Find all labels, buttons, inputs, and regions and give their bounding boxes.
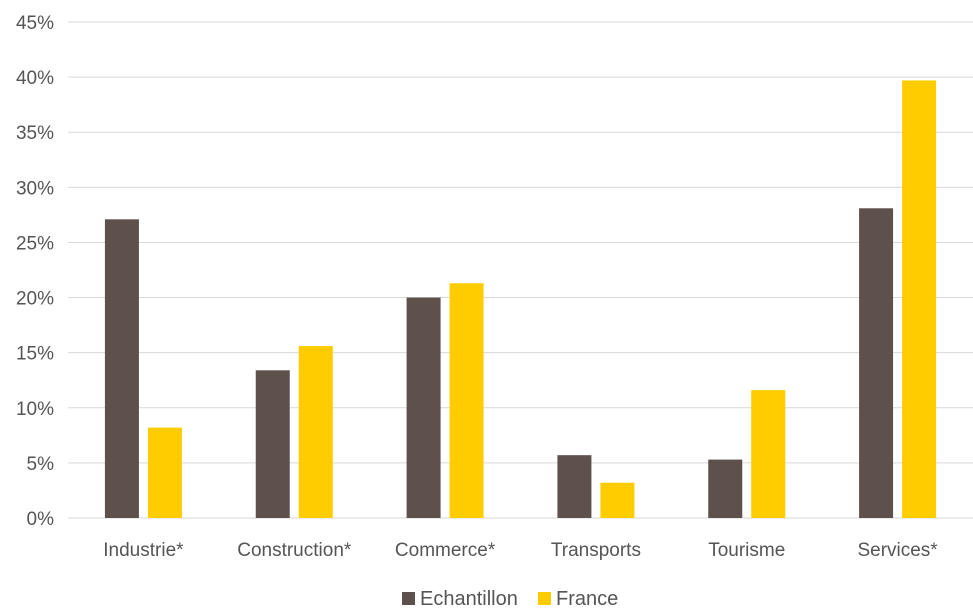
x-category-label: Services*: [857, 540, 938, 561]
y-tick-label: 25%: [16, 233, 54, 254]
bar-echantillon-1: [255, 370, 290, 518]
y-tick-label: 30%: [16, 178, 54, 199]
y-axis: 0% 5% 10% 15% 20% 25% 30% 35% 40% 45%: [16, 13, 54, 530]
y-tick-label: 20%: [16, 289, 54, 310]
legend-swatch-echantillon: [402, 592, 415, 605]
x-axis: Industrie* Construction* Commerce* Transpor…: [103, 540, 938, 561]
x-category-label: Tourisme: [708, 540, 785, 561]
x-category-label: Commerce*: [395, 540, 496, 561]
bar-echantillon-0: [104, 219, 139, 518]
legend-label-echantillon: Echantillon: [420, 588, 518, 609]
gridlines: [68, 21, 973, 519]
bar-france-1: [298, 346, 333, 518]
legend-label-france: France: [556, 588, 618, 609]
x-category-label: Transports: [551, 540, 641, 561]
bar-france-5: [902, 80, 937, 518]
legend: Echantillon France: [402, 588, 618, 609]
x-category-label: Industrie*: [103, 540, 184, 561]
y-tick-label: 15%: [16, 344, 54, 365]
bars: [104, 80, 937, 518]
y-tick-label: 45%: [16, 13, 54, 34]
bar-france-0: [147, 427, 182, 518]
y-tick-label: 35%: [16, 123, 54, 144]
y-tick-label: 5%: [27, 454, 55, 475]
bar-echantillon-5: [859, 208, 894, 518]
x-category-label: Construction*: [237, 540, 352, 561]
bar-echantillon-3: [557, 455, 592, 518]
legend-swatch-france: [538, 592, 551, 605]
bar-france-4: [751, 390, 786, 518]
y-tick-label: 0%: [27, 509, 55, 530]
bar-france-2: [449, 283, 484, 518]
y-tick-label: 40%: [16, 68, 54, 89]
y-tick-label: 10%: [16, 399, 54, 420]
bar-echantillon-4: [708, 459, 743, 518]
bar-echantillon-2: [406, 297, 441, 518]
bar-france-3: [600, 482, 635, 518]
